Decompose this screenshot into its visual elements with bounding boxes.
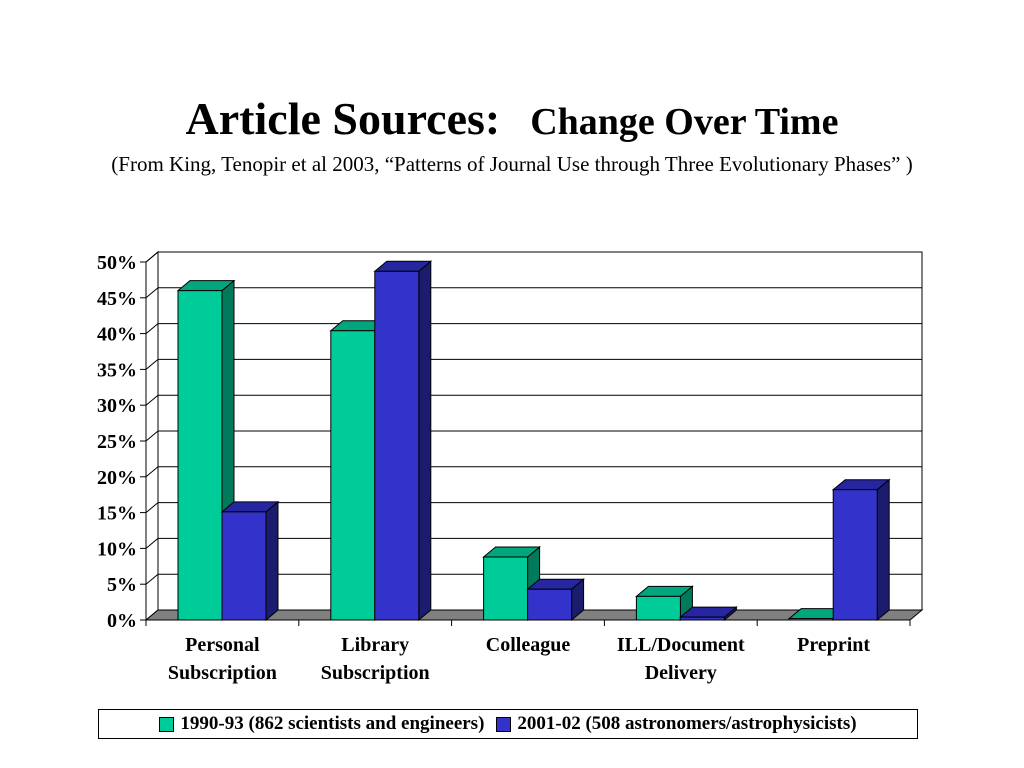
x-tick-label: Colleague [486,634,571,656]
y-tick-label: 15% [97,503,137,525]
x-tick-label: Personal [185,634,260,656]
bar [832,489,878,621]
gridline [145,394,922,406]
bar [635,595,681,621]
gridline [145,323,922,334]
y-tick-label: 0% [107,610,137,632]
page-title: Article Sources: Change Over Time [0,92,1024,145]
bar-side [876,478,890,622]
bar [177,290,223,621]
y-tick-label: 5% [107,574,137,596]
gridline [145,502,922,513]
bar-side [265,500,279,622]
y-tick-label: 40% [97,324,137,346]
y-tick-label: 30% [97,395,137,417]
bar [788,618,834,621]
y-tick-label: 35% [97,359,137,381]
x-tick-label: Subscription [168,662,277,684]
legend-label-1990: 1990-93 (862 scientists and engineers) [180,713,485,734]
title-main: Article Sources: [185,93,501,144]
title-rest: Change Over Time [530,101,839,143]
bar-side [418,260,432,622]
gridline [145,251,922,263]
legend-item-1990: 1990-93 (862 scientists and engineers) [159,713,484,735]
gridline [145,358,922,370]
x-tick-label: Subscription [321,662,430,684]
subtitle: (From King, Tenopir et al 2003, “Pattern… [111,152,913,176]
gridline [145,573,922,585]
bar [527,588,573,621]
legend-label-2001: 2001-02 (508 astronomers/astrophysicists… [517,713,857,734]
bar [374,270,420,621]
x-tick-label: ILL/Document [617,634,745,656]
x-tick-label: Preprint [797,634,870,656]
bar [483,556,529,621]
x-tick-label: Delivery [645,662,717,684]
gridline [145,537,922,549]
gridline [145,430,922,442]
legend-swatch-2001 [496,716,512,732]
y-tick-label: 20% [97,467,137,489]
bar [679,616,725,621]
legend-swatch-1990 [159,716,175,732]
bar [221,511,267,621]
y-tick-label: 10% [97,538,137,560]
gridline [145,287,922,299]
bar [330,330,376,621]
y-tick-label: 25% [97,431,137,453]
y-tick-label: 50% [97,252,137,274]
gridline [145,466,922,478]
bar-chart: 0% 5% 10% 15% 20% 25% 30% 35% 40% 45% 50% Personal S… [97,250,924,684]
chart-legend: 1990-93 (862 scientists and engineers) 2… [98,709,918,739]
x-tick-label: Library [341,634,409,656]
legend-item-2001: 2001-02 (508 astronomers/astrophysicists… [496,713,857,735]
y-tick-label: 45% [97,288,137,310]
